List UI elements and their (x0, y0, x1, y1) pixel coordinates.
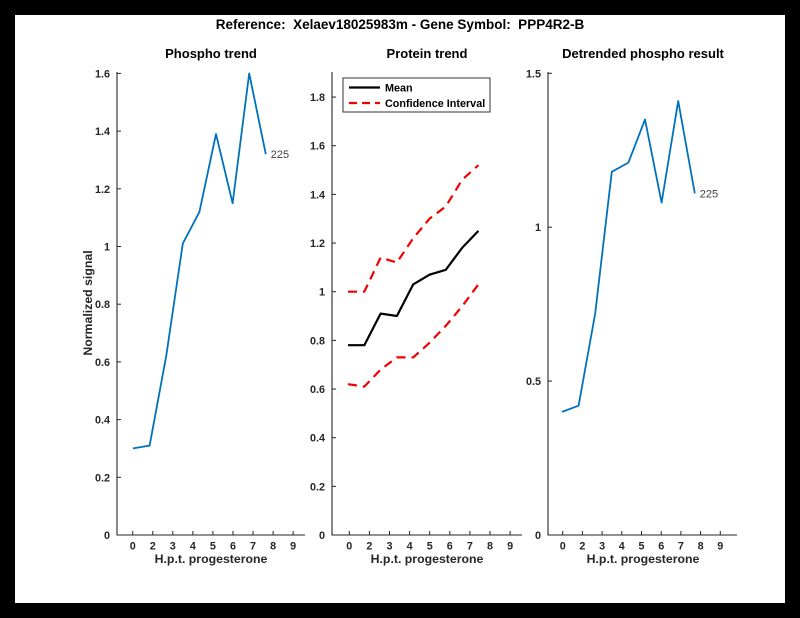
x-tick-label: 3 (386, 541, 392, 553)
x-tick-label: 9 (290, 541, 296, 553)
x-tick-label: 5 (210, 541, 216, 553)
subplot2-title: Protein trend (386, 46, 468, 61)
end-point-label: 225 (271, 149, 289, 161)
y-tick-label: 0.8 (95, 299, 110, 311)
x-tick-label: 4 (190, 541, 196, 553)
y-tick-label: 1 (319, 287, 325, 299)
y-tick-label: 0.2 (95, 472, 110, 484)
y-tick-label: 1.8 (310, 92, 325, 104)
x-tick-label: 9 (507, 541, 513, 553)
protein-trend-ci-line (347, 283, 480, 388)
x-tick-label: 0 (130, 541, 136, 553)
x-tick-label: 0 (560, 541, 566, 553)
y-tick-label: 0.5 (526, 376, 541, 388)
y-tick-label: 0.2 (310, 481, 325, 493)
axes-spines (116, 72, 305, 536)
y-tick-label: 0.4 (95, 415, 110, 427)
x-tick-label: 7 (467, 541, 473, 553)
y-tick-label: 0 (535, 530, 541, 542)
subplot3-xlabel: H.p.t. progesterone (586, 552, 700, 566)
x-tick-label: 6 (230, 541, 236, 553)
y-tick-label: 0.6 (95, 357, 110, 369)
y-tick-label: 1.2 (95, 184, 110, 196)
subplot2-xlabel: H.p.t. progesterone (370, 552, 484, 566)
detrended-phospho-line (561, 100, 696, 413)
y-tick-label: 1.4 (95, 126, 110, 138)
subplot1-xlabel: H.p.t. progesterone (154, 552, 268, 566)
x-tick-label: 3 (170, 541, 176, 553)
y-tick-label: 1.2 (310, 238, 325, 250)
legend-entry-label: Mean (385, 83, 413, 95)
y-tick-label: 1.5 (526, 68, 541, 80)
legend-entry-label: Confidence Interval (385, 98, 485, 110)
axes-spines (547, 72, 737, 536)
x-tick-label: 6 (658, 541, 664, 553)
subplot-2: 0 2 3 4 5 6 7 8 9 0 0.2 0.4 0.6 0.8 1 1.2 1.4 1.6 1.8 Mean C… (310, 72, 522, 553)
y-tick-label: 1.6 (95, 68, 110, 80)
subplot-1: 0 2 3 4 5 6 7 8 9 0 0.2 0.4 0.6 0.8 1 1.2 1.4 1.6 225 (95, 68, 305, 553)
phospho-trend-line (132, 72, 267, 450)
x-tick-label: 7 (250, 541, 256, 553)
figure-title: Reference: Xelaev18025983m - Gene Symbol… (215, 17, 585, 32)
x-tick-label: 8 (487, 541, 493, 553)
x-tick-label: 2 (366, 541, 372, 553)
x-tick-label: 7 (678, 541, 684, 553)
x-tick-label: 0 (346, 541, 352, 553)
y-tick-label: 1 (104, 242, 110, 254)
x-tick-label: 2 (579, 541, 585, 553)
x-tick-label: 2 (150, 541, 156, 553)
y-tick-label: 0.4 (310, 433, 325, 445)
x-tick-label: 4 (407, 541, 413, 553)
subplot3-title: Detrended phospho result (562, 46, 724, 61)
y-tick-label: 0.8 (310, 335, 325, 347)
x-tick-label: 9 (717, 541, 723, 553)
axes-spines (331, 72, 522, 536)
protein-trend-ci-line (348, 164, 480, 293)
y-tick-label: 0 (104, 530, 110, 542)
protein-trend-line (348, 230, 480, 347)
x-tick-label: 5 (427, 541, 433, 553)
y-tick-label: 0.6 (310, 384, 325, 396)
y-tick-label: 1.4 (310, 189, 325, 201)
y-tick-label: 1 (535, 222, 541, 234)
x-tick-label: 6 (447, 541, 453, 553)
subplot-3: 0 2 3 4 5 6 7 8 9 0 0.5 1 1.5 225 (526, 68, 737, 553)
y-tick-label: 1.6 (310, 141, 325, 153)
end-point-label: 225 (700, 188, 718, 200)
x-tick-label: 5 (638, 541, 644, 553)
x-tick-label: 8 (698, 541, 704, 553)
y-tick-label: 0 (319, 530, 325, 542)
subplot1-title: Phospho trend (165, 46, 257, 61)
x-tick-label: 4 (619, 541, 625, 553)
x-tick-label: 3 (599, 541, 605, 553)
x-tick-label: 8 (270, 541, 276, 553)
legend-box (342, 77, 491, 113)
